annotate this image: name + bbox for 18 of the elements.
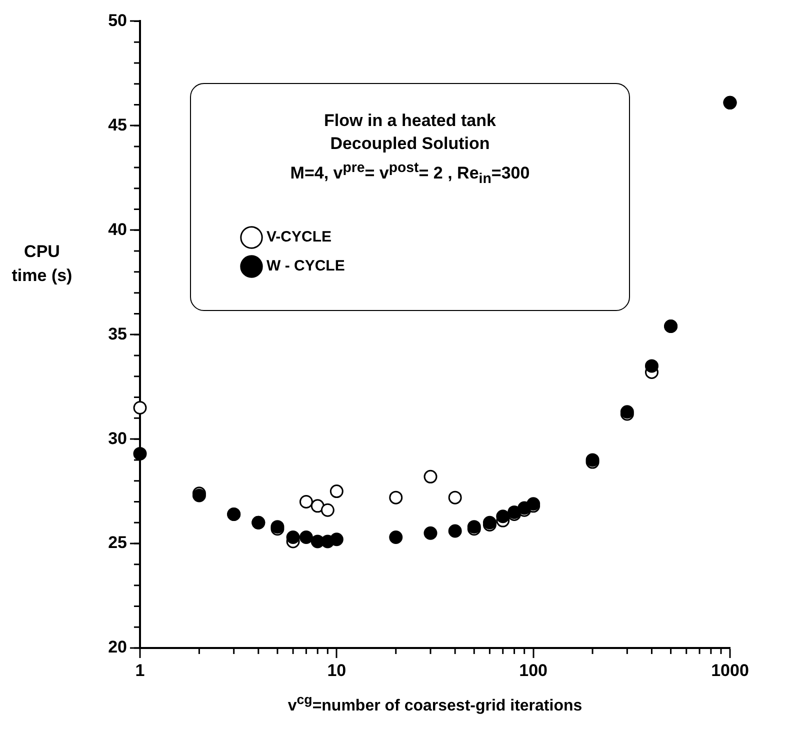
- y-tick-label: 25: [108, 533, 127, 552]
- x-tick-label: 1000: [711, 660, 749, 680]
- y-tick-label: 35: [108, 324, 127, 344]
- legend-label: W - CYCLE: [266, 258, 345, 275]
- annotation: M=4, v$^{pre}$= v$^{post}$= 2 , Re$_{in}$=300: [289, 159, 531, 190]
- x-axis-title: v$^{cg}$=number of coarsest-grid iterations: [286, 692, 584, 716]
- x-tick-label: 1: [135, 660, 145, 680]
- legend-label: V-CYCLE: [266, 228, 332, 246]
- y-tick-label: 40: [108, 220, 127, 239]
- x-tick-label: 100: [519, 660, 548, 680]
- y-tick-label: 45: [108, 115, 127, 134]
- y-tick-label: 50: [108, 10, 127, 30]
- text: Decoupled Solution: [329, 133, 491, 155]
- y-axis-title: CPU time (s): [10, 241, 74, 287]
- y-tick-label: 20: [108, 638, 127, 657]
- x-tick-label: 10: [327, 660, 346, 680]
- text: Flow in a heated tank: [323, 110, 497, 132]
- y-tick-label: 30: [108, 428, 127, 448]
